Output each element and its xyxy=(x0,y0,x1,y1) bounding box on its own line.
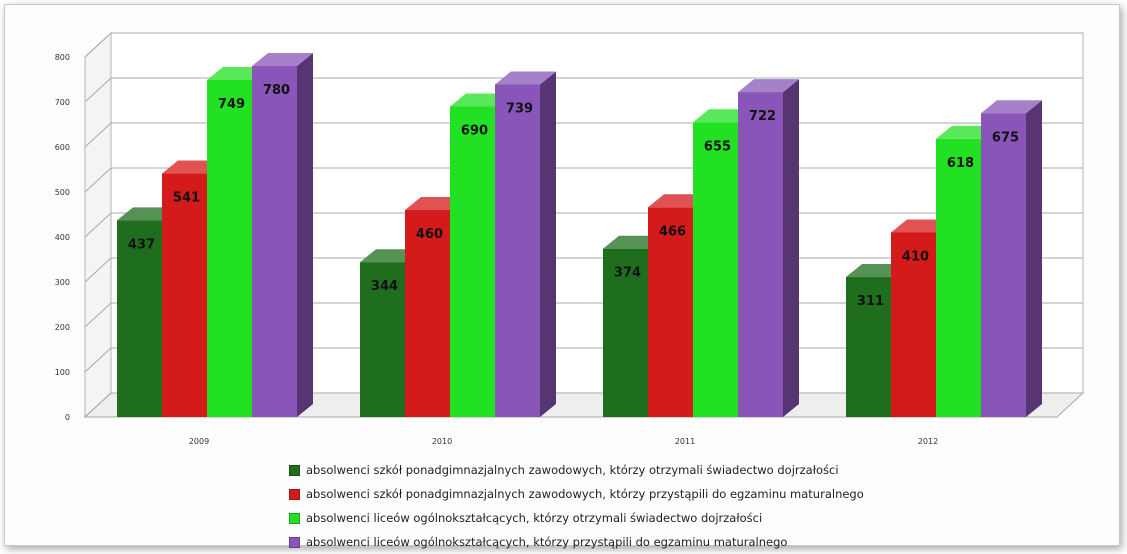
bar-front xyxy=(450,106,495,417)
bar-front xyxy=(891,232,936,417)
gridline xyxy=(84,32,1083,58)
chart-frame: 0 100 200 300 400 500 600 700 800 437 541 749 780 34… xyxy=(4,4,1120,549)
bar-side xyxy=(297,53,313,417)
x-tick-label: 2011 xyxy=(675,437,695,446)
bar-front xyxy=(252,66,297,417)
bar-front xyxy=(648,207,693,417)
legend-swatch xyxy=(289,536,300,548)
data-label: 437 xyxy=(128,237,155,252)
gridline xyxy=(84,77,1083,103)
data-label: 655 xyxy=(704,139,731,154)
y-tick-label: 600 xyxy=(55,143,70,152)
legend-item: absolwenci szkół ponadgimnazjalnych zawo… xyxy=(289,458,864,482)
bar-front xyxy=(981,113,1026,417)
data-label: 541 xyxy=(173,191,200,206)
bar-front xyxy=(495,84,540,417)
bar-top xyxy=(981,100,1042,114)
bar-top xyxy=(252,53,313,66)
legend-item: absolwenci liceów ogólnokształcących, kt… xyxy=(289,506,864,530)
bar xyxy=(495,71,556,417)
y-tick-label: 300 xyxy=(55,278,70,287)
y-tick-label: 0 xyxy=(65,413,70,422)
bar-top xyxy=(495,71,556,85)
data-label: 675 xyxy=(992,130,1019,145)
bar-front xyxy=(207,79,252,417)
legend-label: absolwenci liceów ogólnokształcących, kt… xyxy=(306,511,763,525)
bar-side xyxy=(540,71,556,417)
bar-front xyxy=(117,220,162,417)
x-tick-label: 2010 xyxy=(432,437,452,446)
legend-swatch xyxy=(289,464,300,476)
data-label: 466 xyxy=(659,224,686,239)
bar-front xyxy=(162,173,207,417)
bar-front xyxy=(936,138,981,417)
data-label: 722 xyxy=(749,109,776,124)
data-label: 344 xyxy=(371,279,398,294)
y-tick-label: 200 xyxy=(55,323,70,332)
bar-front xyxy=(738,92,783,417)
bar xyxy=(252,53,313,417)
bar xyxy=(981,100,1042,417)
legend-label: absolwenci liceów ogólnokształcących, kt… xyxy=(306,535,788,549)
bar-chart: 0 100 200 300 400 500 600 700 800 437 541 749 780 34… xyxy=(55,31,1085,446)
bar-front xyxy=(360,262,405,417)
bar xyxy=(738,79,799,417)
data-label: 690 xyxy=(461,124,488,139)
legend-item: absolwenci szkół ponadgimnazjalnych zawo… xyxy=(289,482,864,506)
y-tick-label: 100 xyxy=(55,368,70,377)
data-label: 780 xyxy=(263,83,290,98)
data-label: 618 xyxy=(947,156,974,171)
data-label: 749 xyxy=(218,97,245,112)
x-tick-label: 2012 xyxy=(918,437,938,446)
x-tick-label: 2009 xyxy=(189,437,209,446)
legend: absolwenci szkół ponadgimnazjalnych zawo… xyxy=(289,458,864,554)
y-tick-label: 400 xyxy=(55,233,70,242)
legend-item: absolwenci liceów ogólnokształcących, kt… xyxy=(289,530,864,554)
legend-swatch xyxy=(289,488,300,500)
legend-label: absolwenci szkół ponadgimnazjalnych zawo… xyxy=(306,463,839,477)
data-label: 460 xyxy=(416,227,443,242)
bar-front xyxy=(603,248,648,417)
y-tick-label: 500 xyxy=(55,188,70,197)
data-label: 739 xyxy=(506,101,533,116)
y-tick-label: 700 xyxy=(55,98,70,107)
bar-side xyxy=(783,79,799,417)
data-label: 374 xyxy=(614,266,641,281)
bar-front xyxy=(693,122,738,417)
data-label: 410 xyxy=(902,250,929,265)
y-tick-label: 800 xyxy=(55,53,70,62)
bar-side xyxy=(1026,100,1042,417)
data-label: 311 xyxy=(857,294,884,309)
bar-front xyxy=(405,210,450,417)
bar-top xyxy=(738,79,799,93)
legend-label: absolwenci szkół ponadgimnazjalnych zawo… xyxy=(306,487,864,501)
bar-front xyxy=(846,277,891,417)
legend-swatch xyxy=(289,512,300,524)
